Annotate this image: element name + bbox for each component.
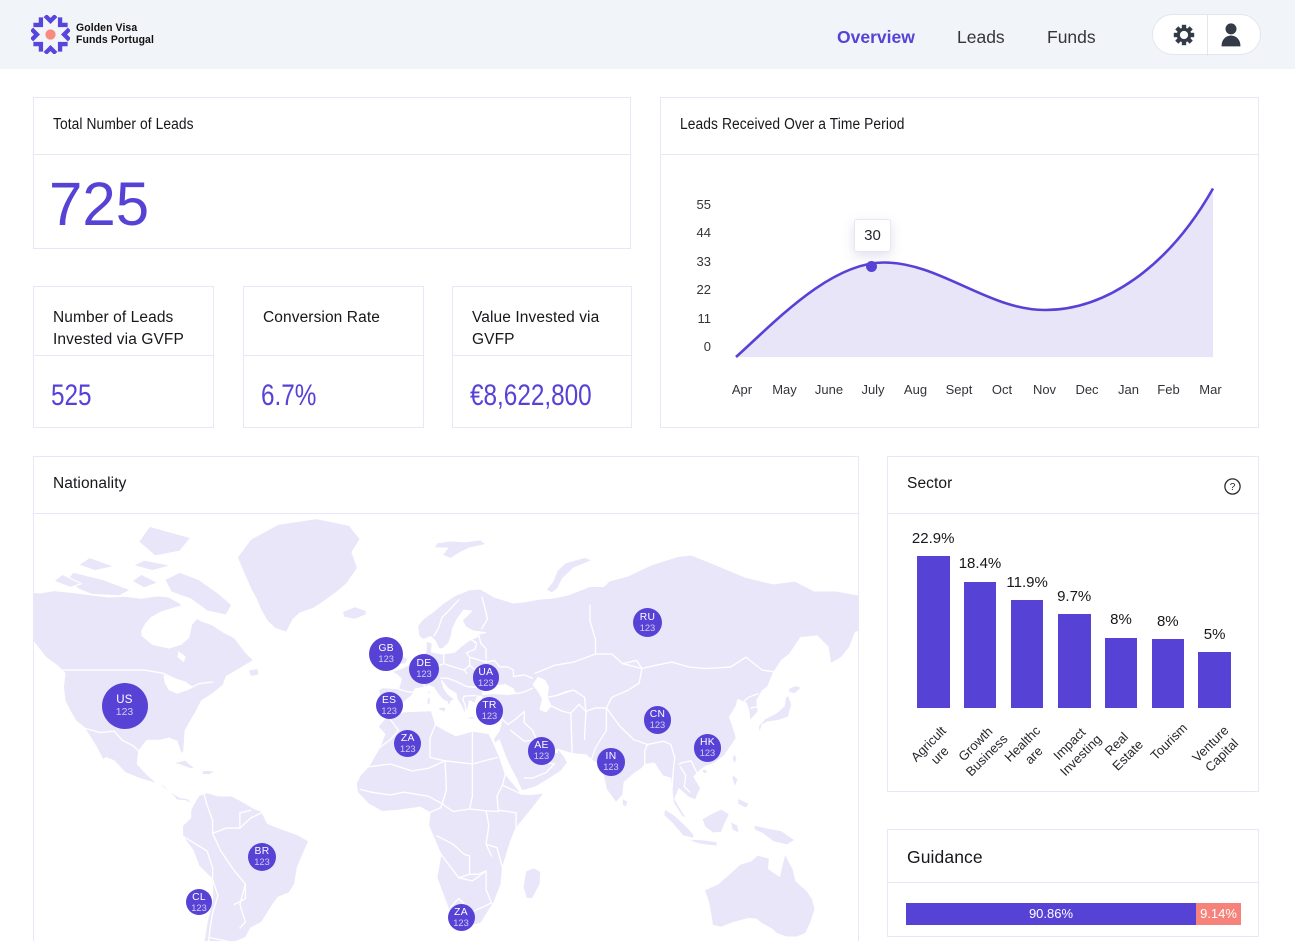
svg-text:?: ? [1230, 482, 1236, 493]
